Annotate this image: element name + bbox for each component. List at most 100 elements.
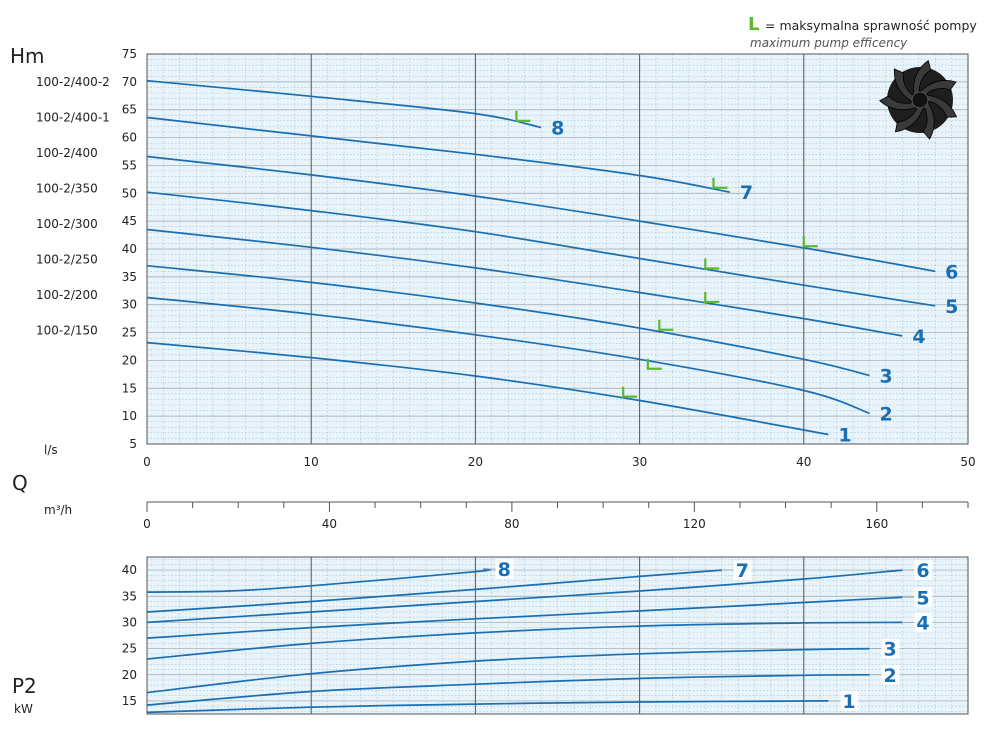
bep-marker-8 — [515, 110, 531, 122]
power-label-backing — [733, 560, 752, 581]
head-x-tick-label: 30 — [632, 455, 647, 469]
impeller-icon — [879, 59, 958, 140]
power-curve-label-8: 8 — [498, 559, 511, 581]
power-curve-4 — [146, 621, 903, 660]
head-y-tick-label: 55 — [122, 158, 137, 172]
power-label-backing — [881, 664, 900, 685]
power-curve-6 — [146, 569, 903, 624]
power-curve-label-4: 4 — [916, 612, 929, 634]
power-axis-label: P2 — [12, 674, 37, 698]
head-curve-4 — [146, 228, 903, 337]
power-curve-1 — [146, 700, 829, 714]
power-label-backing — [914, 587, 933, 608]
power-curve-label-3: 3 — [883, 639, 896, 661]
power-unit-label: kW — [14, 702, 33, 716]
head-curve-label-2: 2 — [879, 403, 892, 425]
head-plot-frame — [146, 53, 969, 445]
head-x-tick-label: 40 — [796, 455, 811, 469]
head-curve-2 — [146, 296, 870, 415]
power-label-backing — [495, 559, 514, 580]
power-y-tick-label: 20 — [122, 668, 137, 682]
head-curve-6 — [146, 155, 936, 273]
head-curve-label-3: 3 — [879, 365, 892, 387]
bep-marker-7 — [712, 177, 728, 189]
head-curve-3 — [146, 264, 870, 377]
bep-marker-4 — [704, 291, 720, 304]
head-y-tick-label: 50 — [122, 186, 137, 200]
head-y-tick-label: 40 — [122, 242, 137, 256]
power-label-backing — [881, 638, 900, 659]
head-y-tick-label: 30 — [122, 298, 137, 312]
head-y-tick-label: 35 — [122, 270, 137, 284]
flow-x-tick-label: 120 — [683, 517, 706, 531]
head-curve-1 — [146, 341, 829, 436]
flow-unit-label: m³/h — [44, 503, 72, 517]
head-axis-label: Hm — [10, 44, 45, 68]
power-y-tick-label: 25 — [122, 642, 137, 656]
head-y-tick-label: 75 — [122, 47, 137, 61]
head-y-tick-label: 65 — [122, 103, 137, 117]
bep-marker-2 — [646, 358, 662, 370]
head-x-tick-label: 50 — [960, 455, 975, 469]
power-label-backing — [840, 690, 859, 711]
model-label: 100-2/300 — [36, 217, 98, 231]
power-curve-5 — [146, 596, 903, 639]
model-label: 100-2/400-1 — [36, 111, 110, 125]
head-curve-5 — [146, 191, 936, 307]
power-label-backing — [914, 560, 933, 581]
head-curve-label-7: 7 — [740, 182, 753, 204]
head-y-tick-label: 25 — [122, 326, 137, 340]
model-label: 100-2/400 — [36, 146, 98, 160]
head-y-tick-label: 10 — [122, 409, 137, 423]
legend-text-en: maximum pump efficency — [750, 36, 908, 50]
model-label: 100-2/350 — [36, 182, 98, 196]
head-y-tick-label: 60 — [122, 131, 137, 145]
head-curve-label-5: 5 — [945, 296, 958, 318]
power-plot-frame — [146, 556, 969, 715]
bep-marker-6 — [802, 236, 818, 248]
power-curve-label-1: 1 — [842, 691, 855, 713]
power-curve-8 — [146, 568, 492, 593]
head-curve-7 — [146, 116, 731, 194]
head-curve-label-4: 4 — [912, 326, 925, 348]
flow-x-tick-label: 0 — [143, 517, 151, 531]
power-y-tick-label: 15 — [122, 694, 137, 708]
legend-text-pl: = maksymalna sprawność pompy — [765, 18, 977, 33]
model-label: 100-2/250 — [36, 253, 98, 267]
model-label: 100-2/200 — [36, 288, 98, 302]
head-x-tick-label: 20 — [468, 455, 483, 469]
power-curve-label-7: 7 — [736, 560, 749, 582]
head-y-tick-label: 5 — [129, 437, 137, 451]
bep-marker-3 — [658, 319, 674, 331]
power-y-tick-label: 40 — [122, 563, 137, 577]
power-curve-label-2: 2 — [883, 665, 896, 687]
power-y-tick-label: 35 — [122, 589, 137, 603]
head-y-tick-label: 15 — [122, 381, 137, 395]
head-x-tick-label: 0 — [143, 455, 151, 469]
head-curve-label-1: 1 — [838, 425, 851, 447]
power-curve-label-5: 5 — [916, 587, 929, 609]
power-curve-2 — [146, 673, 870, 706]
flow-x-tick-label: 40 — [322, 517, 337, 531]
head-y-tick-label: 20 — [122, 353, 137, 367]
power-label-backing — [914, 612, 933, 633]
power-curve-3 — [146, 647, 870, 694]
flow-axis-label: Q — [12, 471, 28, 495]
model-label: 100-2/150 — [36, 324, 98, 338]
bep-marker-5 — [704, 258, 720, 270]
power-y-tick-label: 30 — [122, 615, 137, 629]
head-y-tick-label: 45 — [122, 214, 137, 228]
head-curve-label-8: 8 — [551, 118, 564, 140]
head-y-tick-label: 70 — [122, 75, 137, 89]
ls-unit-label: l/s — [44, 443, 58, 457]
power-curve-7 — [146, 569, 722, 613]
flow-x-tick-label: 160 — [865, 517, 888, 531]
flow-x-tick-label: 80 — [504, 517, 519, 531]
bep-legend-symbol: L — [748, 14, 759, 35]
head-curve-8 — [146, 79, 542, 129]
model-label: 100-2/400-2 — [36, 75, 110, 89]
head-curve-label-6: 6 — [945, 261, 958, 283]
bep-marker-1 — [622, 386, 638, 398]
power-curve-label-6: 6 — [916, 560, 929, 582]
